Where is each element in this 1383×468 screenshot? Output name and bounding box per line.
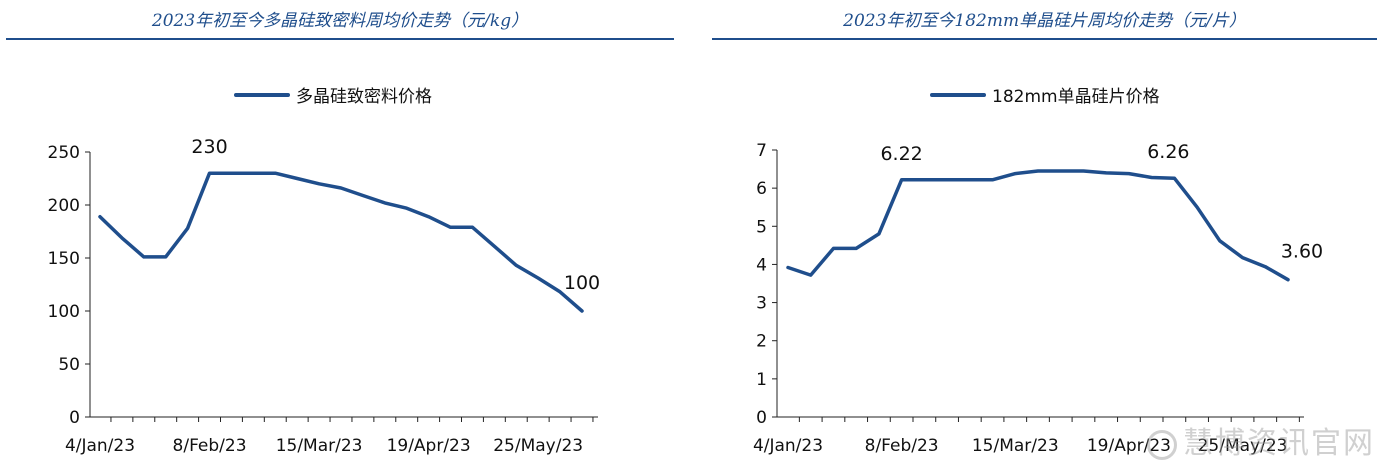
x-tick-label: 19/Apr/23 bbox=[387, 436, 471, 456]
y-tick-label: 50 bbox=[58, 355, 80, 375]
x-tick-label: 25/May/23 bbox=[1198, 436, 1288, 456]
data-point bbox=[230, 172, 233, 175]
data-point bbox=[537, 277, 540, 280]
data-point bbox=[383, 201, 386, 204]
data-point bbox=[1105, 171, 1108, 174]
data-point bbox=[515, 264, 518, 267]
data-point bbox=[318, 182, 321, 185]
watermark: 慧博资讯官网 bbox=[1147, 418, 1375, 462]
data-point bbox=[142, 255, 145, 258]
x-tick-label: 15/Mar/23 bbox=[276, 436, 363, 456]
data-label: 100 bbox=[564, 272, 600, 294]
data-point bbox=[1218, 239, 1221, 242]
data-point bbox=[405, 207, 408, 210]
data-point bbox=[186, 227, 189, 230]
data-label: 3.60 bbox=[1281, 241, 1323, 263]
data-point bbox=[1127, 172, 1130, 175]
data-point bbox=[832, 247, 835, 250]
data-point bbox=[1173, 177, 1176, 180]
data-label: 6.22 bbox=[880, 143, 922, 165]
data-point bbox=[1037, 169, 1040, 172]
data-point bbox=[1082, 169, 1085, 172]
data-point bbox=[1150, 176, 1153, 179]
data-point bbox=[120, 236, 123, 239]
series-line bbox=[786, 169, 1290, 282]
data-point bbox=[1196, 206, 1199, 209]
x-tick-label: 4/Jan/23 bbox=[65, 436, 135, 456]
title-rule bbox=[712, 38, 1377, 40]
data-point bbox=[274, 172, 277, 175]
data-point bbox=[471, 226, 474, 229]
y-tick-label: 6 bbox=[756, 179, 767, 199]
data-point bbox=[449, 226, 452, 229]
data-point bbox=[296, 177, 299, 180]
data-point bbox=[208, 172, 211, 175]
data-point bbox=[923, 178, 926, 181]
y-tick-label: 4 bbox=[756, 255, 767, 275]
data-point bbox=[855, 247, 858, 250]
data-point bbox=[361, 194, 364, 197]
y-tick-label: 150 bbox=[48, 249, 80, 269]
data-label: 230 bbox=[191, 136, 227, 158]
data-label: 6.26 bbox=[1147, 141, 1189, 163]
data-point bbox=[559, 290, 562, 293]
data-point bbox=[991, 178, 994, 181]
chart-title: 2023年初至今182mm单晶硅片周均价走势（元/片） bbox=[843, 11, 1246, 31]
data-point bbox=[427, 215, 430, 218]
y-tick-label: 100 bbox=[48, 302, 80, 322]
data-point bbox=[252, 172, 255, 175]
x-tick-label: 8/Feb/23 bbox=[173, 436, 247, 456]
y-tick-label: 5 bbox=[756, 217, 767, 237]
x-tick-label: 25/May/23 bbox=[493, 436, 583, 456]
data-point bbox=[581, 310, 584, 313]
data-point bbox=[809, 274, 812, 277]
y-tick-label: 200 bbox=[48, 196, 80, 216]
data-point bbox=[1264, 265, 1267, 268]
legend-label: 182mm单晶硅片价格 bbox=[992, 87, 1160, 107]
data-point bbox=[1014, 172, 1017, 175]
y-tick-label: 1 bbox=[756, 370, 767, 390]
polysilicon-chart-panel: 2023年初至今多晶硅致密料周均价走势（元/kg） 0 50 100 150 200 25… bbox=[0, 0, 680, 468]
y-tick-label: 250 bbox=[48, 143, 80, 163]
title-rule bbox=[6, 38, 674, 40]
x-tick-label: 4/Jan/23 bbox=[753, 436, 823, 456]
y-tick-label: 0 bbox=[756, 408, 767, 428]
data-point bbox=[877, 232, 880, 235]
y-tick-label: 7 bbox=[756, 141, 767, 161]
data-point bbox=[340, 187, 343, 190]
data-point bbox=[164, 255, 167, 258]
data-point bbox=[1241, 256, 1244, 259]
data-point bbox=[1059, 169, 1062, 172]
watermark-logo-icon bbox=[1147, 429, 1177, 460]
data-point bbox=[900, 178, 903, 181]
data-point bbox=[968, 178, 971, 181]
chart-title: 2023年初至今多晶硅致密料周均价走势（元/kg） bbox=[151, 11, 529, 31]
y-tick-label: 2 bbox=[756, 332, 767, 352]
data-point bbox=[787, 266, 790, 269]
data-point bbox=[1287, 278, 1290, 281]
data-point bbox=[99, 215, 102, 218]
y-tick-label: 3 bbox=[756, 294, 767, 314]
wafer-chart-panel: 2023年初至今182mm单晶硅片周均价走势（元/片） 0 1 2 3 4 5 6 7 4/Ja… bbox=[706, 0, 1383, 468]
y-tick-label: 0 bbox=[69, 408, 80, 428]
polysilicon-price-chart: 0 50 100 150 200 250 4/Jan/23 8/Feb/23 15/Mar/23… bbox=[48, 87, 601, 456]
data-point bbox=[946, 178, 949, 181]
series-line bbox=[98, 171, 584, 313]
data-point bbox=[493, 245, 496, 248]
x-tick-label: 8/Feb/23 bbox=[865, 436, 939, 456]
legend-label: 多晶硅致密料价格 bbox=[296, 87, 432, 107]
x-tick-label: 15/Mar/23 bbox=[972, 436, 1059, 456]
